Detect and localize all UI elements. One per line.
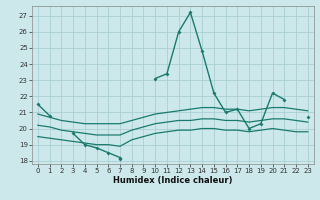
X-axis label: Humidex (Indice chaleur): Humidex (Indice chaleur) xyxy=(113,176,233,185)
